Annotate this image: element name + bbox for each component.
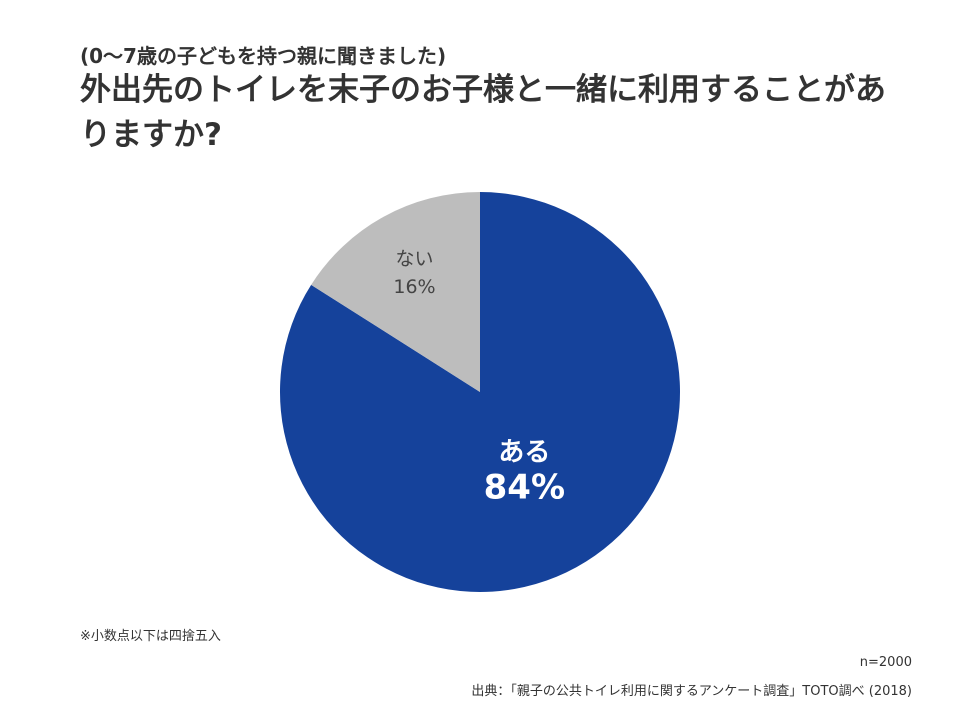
pie-slice-aru — [279, 192, 680, 592]
chart-title: 外出先のトイレを末子のお子様と一緒に利用することがありますか? — [80, 72, 886, 153]
pie-chart: ある 84% ない 16% — [270, 182, 690, 602]
source-citation: 出典：「親子の公共トイレ利用に関するアンケート調査」TOTO調べ (2018) — [471, 684, 912, 699]
sample-size: n=2000 — [859, 655, 912, 670]
slice-value-aru: 84% — [484, 468, 565, 508]
slice-value-nai: 16% — [393, 276, 435, 298]
slice-label-aru: ある — [498, 438, 550, 468]
chart-subtitle: (0～7歳の子どもを持つ親に聞きました) — [80, 44, 447, 68]
rounding-note: ※小数点以下は四捨五入 — [80, 629, 221, 644]
slice-label-nai: ない — [395, 248, 433, 270]
pie-slice-nai — [311, 192, 480, 392]
